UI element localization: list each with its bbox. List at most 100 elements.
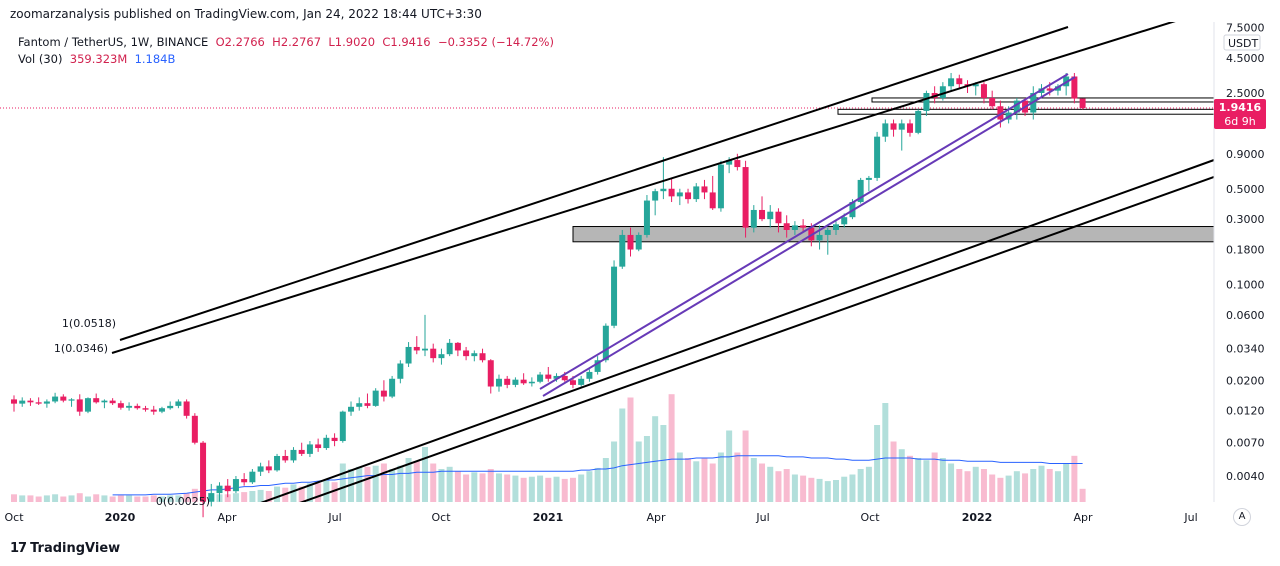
- volume-bar: [1046, 469, 1053, 502]
- volume-bar: [520, 477, 527, 502]
- candle-body: [635, 234, 642, 250]
- candle-body: [520, 379, 527, 384]
- candle-body: [833, 224, 839, 230]
- trendlines[interactable]: [111, 9, 1214, 510]
- candle-body: [742, 167, 749, 228]
- volume-bar: [422, 447, 428, 502]
- upper-channel-line-outer[interactable]: [119, 26, 1069, 341]
- price-axis[interactable]: 7.50004.50002.50001.50000.90000.50000.30…: [1214, 22, 1266, 483]
- candle-body: [76, 399, 83, 412]
- volume-bar: [117, 495, 124, 502]
- candle-body: [578, 378, 585, 385]
- volume-bar: [528, 476, 535, 502]
- currency-unit-box[interactable]: [1223, 34, 1261, 51]
- purple-trendline-lower[interactable]: [542, 76, 1076, 397]
- candle-body: [364, 403, 371, 406]
- candle-body: [208, 493, 215, 502]
- symbol-title[interactable]: Fantom / TetherUS, 1W, BINANCE: [18, 35, 209, 49]
- volume-bar: [956, 469, 963, 502]
- volume-bar: [504, 474, 511, 502]
- price-tick-label: 0.5000: [1226, 183, 1265, 196]
- volume-bar: [454, 471, 461, 502]
- volume-bar: [315, 483, 322, 502]
- candle-body: [175, 401, 182, 406]
- volume-bar: [808, 477, 815, 502]
- volume-label[interactable]: Vol (30): [18, 52, 63, 66]
- candle-body: [68, 399, 75, 401]
- time-tick-label: 2020: [105, 511, 136, 524]
- volume-bar: [693, 461, 700, 502]
- upper-channel-line-inner[interactable]: [111, 9, 1214, 354]
- price-tick-label: 0.0120: [1226, 405, 1265, 418]
- candle-body: [890, 123, 897, 130]
- price-tick-label: 0.0040: [1226, 470, 1265, 483]
- lower-channel-line-inner[interactable]: [280, 176, 1214, 510]
- candle-body: [602, 325, 609, 361]
- last-price-tag[interactable]: [1214, 99, 1266, 130]
- candle-body: [134, 405, 141, 409]
- candle-body: [93, 398, 100, 403]
- auto-scale-button[interactable]: A: [1233, 508, 1251, 526]
- candle-body: [709, 192, 716, 209]
- last-price-value: 1.9416: [1219, 101, 1262, 114]
- volume-bar: [816, 478, 823, 502]
- volume-bar: [430, 463, 437, 502]
- candle-body: [356, 403, 363, 407]
- volume-bar: [791, 474, 798, 502]
- volume-bar: [890, 441, 897, 502]
- volume-bar: [323, 480, 330, 502]
- volume-bar: [68, 495, 75, 502]
- volume-bar: [1063, 463, 1070, 502]
- price-tick-label: 2.5000: [1226, 87, 1265, 100]
- candle-body: [331, 437, 338, 442]
- candle-body: [52, 396, 59, 402]
- volume-bar: [594, 467, 601, 502]
- volume-bar: [405, 458, 412, 502]
- volume-bar: [52, 494, 59, 502]
- volume-bar: [479, 473, 486, 502]
- volume-bar: [602, 458, 609, 502]
- lower-channel-line-outer[interactable]: [255, 159, 1214, 505]
- volume-bar: [660, 425, 667, 502]
- candle-body: [882, 123, 889, 137]
- volume-bar: [578, 474, 585, 502]
- volume-bar: [158, 496, 165, 502]
- candle-body: [487, 360, 494, 387]
- volume-bar: [76, 493, 83, 502]
- volume-bar: [1079, 488, 1086, 502]
- volume-bar: [356, 466, 363, 502]
- volume-bar: [1013, 471, 1020, 502]
- bar-countdown: 6d 9h: [1224, 115, 1255, 128]
- volume-ma-line: [112, 455, 1083, 496]
- volume-bar: [750, 458, 757, 502]
- candle-body: [43, 401, 50, 404]
- volume-bar: [701, 458, 708, 502]
- candle-body: [463, 350, 470, 357]
- volume-bar: [265, 491, 272, 502]
- candle-body: [397, 363, 404, 379]
- candle-body: [142, 408, 149, 410]
- candle-body: [939, 86, 946, 98]
- candle-body: [841, 217, 848, 225]
- candle-body: [27, 400, 34, 403]
- candle-body: [11, 399, 17, 404]
- candle-body: [224, 485, 231, 492]
- volume-bar: [717, 452, 724, 502]
- volume-bar: [569, 477, 576, 502]
- candle-body: [693, 186, 700, 200]
- time-axis[interactable]: Oct 2020 Apr Jul Oct 2021 Apr Jul Oct 2022 Apr Jul: [4, 511, 1197, 524]
- purple-trendline-upper[interactable]: [539, 73, 1069, 390]
- volume-bar: [783, 469, 790, 502]
- candle-body: [454, 342, 461, 351]
- time-tick-label: Apr: [217, 511, 237, 524]
- volume-bar: [60, 496, 67, 502]
- low-value: L1.9020: [328, 35, 376, 49]
- candle-body: [660, 188, 667, 192]
- candle-body: [767, 211, 774, 220]
- candle-body: [372, 390, 379, 406]
- candle-body: [676, 192, 683, 197]
- candle-body: [389, 378, 396, 397]
- time-tick-label: 2022: [962, 511, 993, 524]
- volume-bar: [964, 471, 971, 502]
